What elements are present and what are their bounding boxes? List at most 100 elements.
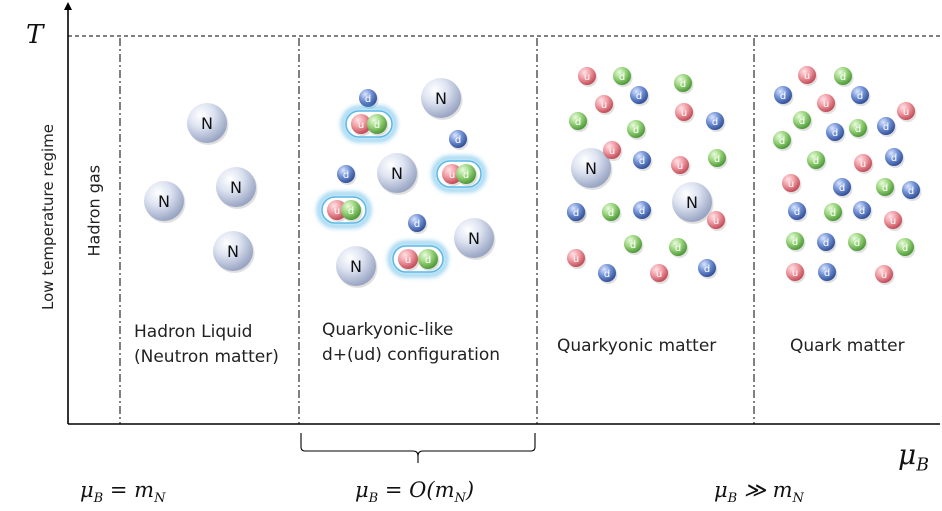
neutron: N bbox=[336, 246, 378, 288]
down-quark-green: d bbox=[674, 74, 694, 94]
up-quark: u bbox=[650, 264, 670, 284]
down-quark: d bbox=[788, 202, 808, 222]
relation: = m bbox=[103, 478, 155, 502]
up-quark: u bbox=[897, 102, 917, 122]
particle-label: N bbox=[468, 229, 480, 248]
up-quark: u bbox=[786, 263, 806, 283]
particle-label: d bbox=[794, 207, 800, 218]
up-quark: u bbox=[707, 211, 727, 231]
down-quark: d bbox=[630, 86, 650, 106]
mu-order-mN: μB = O(mN) bbox=[355, 478, 474, 506]
particle-label: N bbox=[686, 193, 698, 212]
particle-label: u bbox=[890, 216, 896, 227]
down-quark: d bbox=[567, 203, 587, 223]
particle-label: u bbox=[881, 270, 887, 281]
region-quark-label: Quark matter bbox=[790, 336, 905, 356]
down-quark-green: d bbox=[786, 232, 806, 252]
down-quark-green: d bbox=[807, 151, 827, 171]
y-axis-label: Low temperature regime bbox=[39, 124, 57, 310]
neutron: N bbox=[672, 182, 714, 224]
neutron: N bbox=[216, 167, 258, 209]
up-quark: u bbox=[854, 154, 874, 174]
particle-label: d bbox=[680, 79, 686, 90]
up-quark: u bbox=[578, 67, 598, 87]
particle-label: d bbox=[425, 255, 431, 266]
particle-label: d bbox=[573, 208, 579, 219]
region-quarkyonic-like-line1: Quarkyonic-like bbox=[322, 320, 454, 340]
particle-label: N bbox=[391, 164, 403, 183]
relation-sub: N bbox=[792, 491, 804, 507]
particle-label: d bbox=[779, 136, 785, 147]
particle-label: d bbox=[704, 264, 710, 275]
particle-label: N bbox=[585, 159, 597, 178]
particle-label: N bbox=[350, 257, 362, 276]
neutron: N bbox=[144, 181, 186, 223]
down-quark: d bbox=[877, 117, 897, 137]
particle-label: d bbox=[830, 208, 836, 219]
particle-label: u bbox=[601, 100, 607, 111]
down-quark: d bbox=[633, 151, 653, 171]
particle-label: d bbox=[823, 238, 829, 249]
particle-label: u bbox=[681, 108, 687, 119]
mu-sub: B bbox=[93, 491, 104, 507]
down-quark: d bbox=[337, 165, 357, 185]
particle-label: d bbox=[463, 170, 469, 181]
region-brace bbox=[300, 433, 536, 463]
region-hadron-liquid-line2: (Neutron matter) bbox=[134, 347, 279, 367]
down-quark-green: d bbox=[793, 111, 813, 131]
region-hadron-gas-label: Hadron gas bbox=[84, 164, 104, 257]
down-quark-green: d bbox=[569, 112, 589, 132]
up-quark: u bbox=[595, 95, 615, 115]
particle-label: d bbox=[882, 183, 888, 194]
down-quark-green: d bbox=[367, 114, 389, 136]
up-quark: u bbox=[567, 249, 587, 269]
particle-label: u bbox=[713, 216, 719, 227]
particle-label: d bbox=[855, 124, 861, 135]
mu-equals-mN: μB = mN bbox=[80, 478, 165, 506]
down-quark: d bbox=[359, 89, 379, 109]
x-axis-symbol: μB bbox=[898, 438, 929, 476]
up-quark: u bbox=[671, 156, 691, 176]
down-quark: d bbox=[706, 112, 726, 132]
particle-label: N bbox=[158, 192, 170, 211]
relation: ≫ m bbox=[737, 478, 793, 502]
up-quark: u bbox=[603, 141, 623, 161]
relation: = O(m bbox=[378, 478, 455, 502]
particle-label: d bbox=[619, 72, 625, 83]
down-quark-green: d bbox=[418, 249, 440, 271]
down-quark-green: d bbox=[849, 119, 869, 139]
particle-label: d bbox=[840, 72, 846, 83]
particle-label: u bbox=[449, 170, 455, 181]
particle-label: u bbox=[823, 99, 829, 110]
relation-sub: N bbox=[454, 491, 466, 507]
down-quark-green: d bbox=[669, 238, 689, 258]
down-quark-green: d bbox=[602, 203, 622, 223]
up-quark: u bbox=[782, 174, 802, 194]
particle-label: d bbox=[343, 170, 349, 181]
particle-label: u bbox=[677, 161, 683, 172]
down-quark: d bbox=[633, 201, 653, 221]
x-axis-mu: μ bbox=[898, 438, 917, 471]
particle-label: d bbox=[374, 120, 380, 131]
mu-much-greater-mN: μB ≫ mN bbox=[714, 478, 804, 506]
particle-label: d bbox=[832, 128, 838, 139]
down-quark-green: d bbox=[848, 233, 868, 253]
down-quark-green: d bbox=[341, 200, 363, 222]
particle-label: d bbox=[639, 206, 645, 217]
down-quark-green: d bbox=[708, 149, 728, 169]
x-axis-sub: B bbox=[916, 455, 929, 476]
neutron: N bbox=[571, 148, 613, 190]
mu-sub: B bbox=[368, 491, 379, 507]
up-quark: u bbox=[675, 103, 695, 123]
particle-label: d bbox=[857, 91, 863, 102]
down-quark: d bbox=[851, 86, 871, 106]
down-quark-green: d bbox=[896, 238, 916, 258]
neutron: N bbox=[187, 103, 229, 145]
down-quark: d bbox=[902, 181, 922, 201]
neutron: N bbox=[454, 218, 496, 260]
down-quark-green: d bbox=[627, 120, 647, 140]
down-quark-green: d bbox=[624, 235, 644, 255]
particle-label: u bbox=[405, 255, 411, 266]
particle-label: d bbox=[792, 237, 798, 248]
relation-sub: N bbox=[154, 491, 166, 507]
